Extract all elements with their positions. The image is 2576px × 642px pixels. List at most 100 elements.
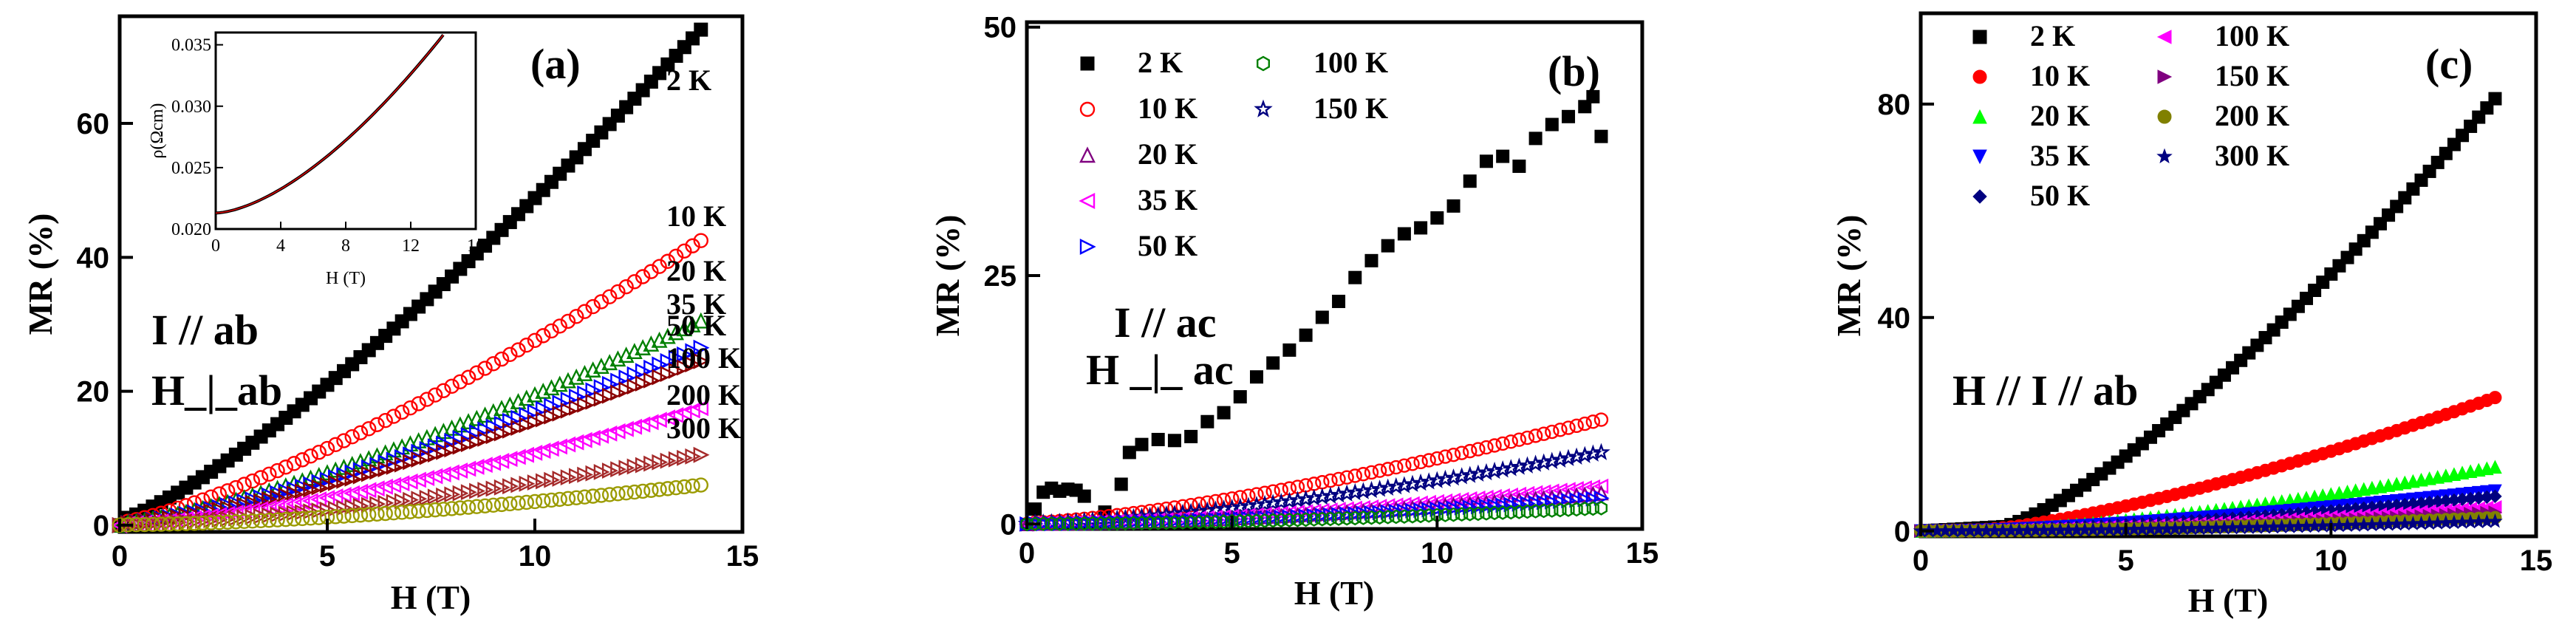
data-point [1362,480,1381,499]
data-point [303,510,318,526]
data-point [560,491,576,507]
data-point [1495,497,1511,513]
x-tick-label: 15 [2520,544,2553,577]
data-point [536,328,551,344]
data-point [1152,515,1165,530]
data-point [1594,129,1608,143]
data-point [270,512,285,527]
data-point [1551,482,1568,499]
legend-item-200k: 200 K [2157,99,2289,132]
panel-a-annotation-2: H_|_ab [151,366,282,414]
y-tick-label: 80 [1878,89,1911,121]
data-point [1436,469,1455,488]
data-point [544,492,559,508]
data-point [452,500,468,516]
data-point [1217,406,1231,420]
data-point [577,396,594,413]
data-point [1479,154,1493,168]
data-point [1577,416,1592,431]
data-point [236,477,252,492]
data-point [336,472,353,489]
panel-b-ylabel: MR (%) [929,215,966,337]
series-300k [1913,513,2503,538]
series-label-100k: 100 K [666,341,741,375]
data-point [1405,457,1420,471]
data-point [1438,501,1454,517]
data-point [1503,496,1520,513]
data-point [1045,516,1058,531]
data-point [1438,449,1453,464]
data-point [262,513,277,528]
data-point [618,460,635,477]
legend-item-35k: 35 K [1972,139,2090,172]
data-point [652,259,667,274]
data-point [1200,414,1214,428]
data-point [593,463,610,480]
data-point [1313,488,1332,505]
data-point [585,298,601,315]
legend-label: 100 K [1313,46,1388,79]
data-point [1421,453,1436,468]
x-tick-label: 10 [1421,537,1454,570]
data-point [502,496,518,512]
data-point [1537,503,1551,519]
data-point [444,441,461,458]
data-point [295,452,310,468]
data-point [1348,510,1362,526]
x-tick-label: 0 [1913,544,1929,577]
legend-marker [1254,99,1273,117]
y-tick-label: 40 [77,242,110,274]
data-point [593,379,610,395]
data-point [1534,453,1553,471]
data-point [1454,445,1469,460]
data-point [427,446,444,463]
data-point [1479,498,1495,514]
data-point [162,516,177,532]
data-point [552,470,569,487]
data-point [1593,412,1609,427]
data-point [419,502,435,519]
data-point [652,482,667,497]
panel-b-xlabel: H (T) [1294,574,1375,612]
data-point [1036,516,1050,531]
panel-a-ylabel: MR (%) [21,214,59,335]
data-point [660,366,677,383]
legend-marker [1972,189,1987,204]
data-point [1559,448,1578,466]
data-point [519,494,534,510]
panel-a-annotation-1: I // ab [151,306,259,354]
data-point [1511,432,1527,447]
data-point [1422,508,1435,523]
data-point [493,425,510,442]
data-point [527,332,543,349]
legend-label: 100 K [2215,19,2289,52]
data-point [626,484,643,500]
series-2k [1914,92,2502,538]
panel-c-frame [1919,11,2538,539]
data-point [610,284,626,300]
data-point [1280,491,1299,510]
data-point [319,477,336,494]
data-point [153,516,169,532]
data-point [303,448,318,464]
data-point [1461,491,1477,507]
data-point [1512,160,1526,174]
data-point [285,495,302,512]
data-point [344,428,360,445]
data-point [1438,508,1452,522]
data-point [419,441,436,457]
data-point [1578,100,1592,114]
data-point [394,456,411,473]
data-point [311,479,328,496]
data-point [601,462,618,479]
data-point [1528,132,1542,146]
data-point [211,502,228,519]
data-point [577,385,594,402]
data-point [552,318,567,334]
data-point [403,504,418,519]
data-point [693,339,710,356]
data-point [1545,117,1559,132]
panel-b-legend: 2 K 10 K 20 K 35 K 50 K 100 K 150 K [1079,46,1388,262]
legend-item-2k: 2 K [1972,19,2075,52]
